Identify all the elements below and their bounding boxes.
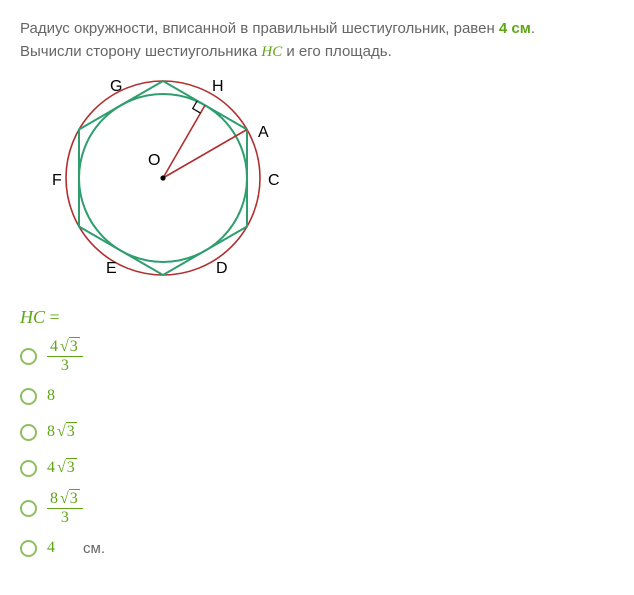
side-var: HC: [261, 44, 282, 60]
option-value-6: 4: [47, 539, 55, 557]
radius-value: 4 см: [499, 20, 531, 37]
radio-2[interactable]: [20, 388, 37, 405]
svg-text:E: E: [106, 260, 117, 277]
svg-text:C: C: [268, 172, 280, 189]
radio-1[interactable]: [20, 348, 37, 365]
svg-text:G: G: [110, 78, 122, 95]
option-6[interactable]: 4 см.: [20, 534, 614, 562]
question-prompt: HC =: [20, 307, 614, 328]
option-value-5: 833: [47, 490, 83, 526]
option-5[interactable]: 833: [20, 490, 614, 526]
problem-line1b: .: [531, 20, 535, 37]
problem-statement: Радиус окружности, вписанной в правильны…: [20, 18, 614, 63]
hexagon-diagram: G H A C D E F O: [50, 73, 614, 287]
radio-4[interactable]: [20, 460, 37, 477]
option-1[interactable]: 433: [20, 338, 614, 374]
problem-line2b: и его площадь.: [282, 43, 392, 60]
option-4[interactable]: 43: [20, 454, 614, 482]
svg-text:O: O: [148, 152, 160, 169]
diagram-svg: G H A C D E F O: [50, 73, 280, 283]
radio-6[interactable]: [20, 540, 37, 557]
equals-sign: =: [50, 307, 60, 327]
option-value-1: 433: [47, 338, 83, 374]
svg-text:D: D: [216, 260, 228, 277]
unit-label: см.: [83, 540, 105, 557]
radio-3[interactable]: [20, 424, 37, 441]
option-value-4: 43: [47, 459, 77, 477]
option-value-2: 8: [47, 387, 55, 405]
svg-text:F: F: [52, 172, 62, 189]
radio-5[interactable]: [20, 500, 37, 517]
svg-text:A: A: [258, 124, 269, 141]
question-var: HC: [20, 307, 45, 327]
svg-text:H: H: [212, 78, 224, 95]
option-value-3: 83: [47, 423, 77, 441]
problem-line1a: Радиус окружности, вписанной в правильны…: [20, 20, 499, 37]
option-2[interactable]: 8: [20, 382, 614, 410]
answer-options: 433 8 83 43 833 4 см.: [20, 338, 614, 562]
option-3[interactable]: 83: [20, 418, 614, 446]
problem-line2a: Вычисли сторону шестиугольника: [20, 43, 261, 60]
